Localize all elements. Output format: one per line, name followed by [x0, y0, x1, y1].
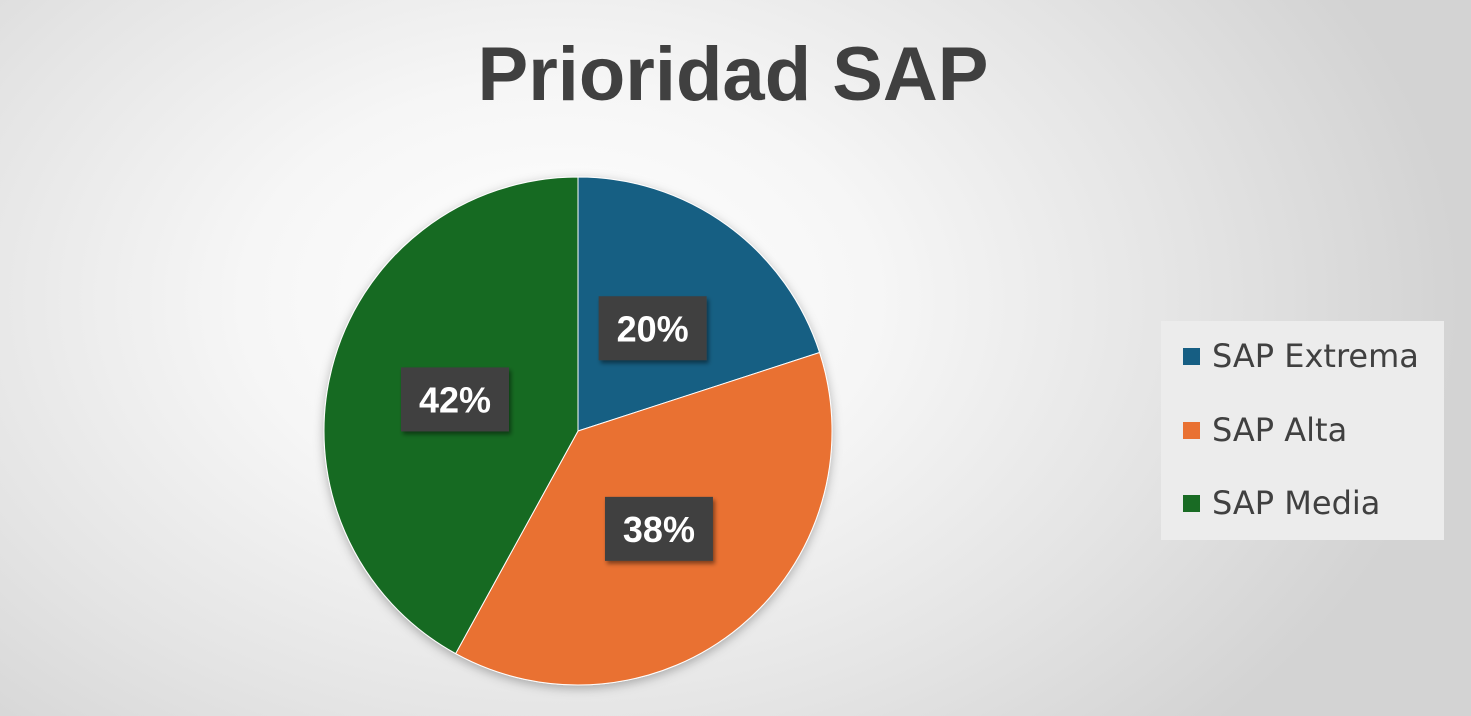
- data-label: 42%: [400, 367, 509, 432]
- legend-item-sap-media[interactable]: SAP Media: [1183, 483, 1380, 523]
- data-label-text: 42%: [419, 379, 491, 420]
- legend-label: SAP Alta: [1212, 411, 1348, 449]
- data-label-text: 20%: [617, 308, 689, 349]
- data-label-box: [604, 496, 713, 561]
- data-label: 38%: [604, 496, 713, 561]
- chart-title: Prioridad SAP: [477, 32, 989, 117]
- legend-swatch: [1183, 421, 1200, 439]
- data-label-text: 38%: [623, 509, 695, 550]
- legend-item-sap-extrema[interactable]: SAP Extrema: [1183, 336, 1419, 376]
- legend-swatch: [1183, 347, 1200, 365]
- legend: SAP Extrema SAP Alta SAP Media: [1161, 321, 1444, 540]
- legend-item-sap-alta[interactable]: SAP Alta: [1183, 410, 1347, 450]
- data-label-box: [598, 296, 707, 361]
- legend-swatch: [1183, 494, 1200, 512]
- data-label: 20%: [598, 296, 707, 361]
- legend-label: SAP Media: [1212, 484, 1381, 522]
- data-label-box: [400, 367, 509, 432]
- legend-label: SAP Extrema: [1212, 337, 1419, 375]
